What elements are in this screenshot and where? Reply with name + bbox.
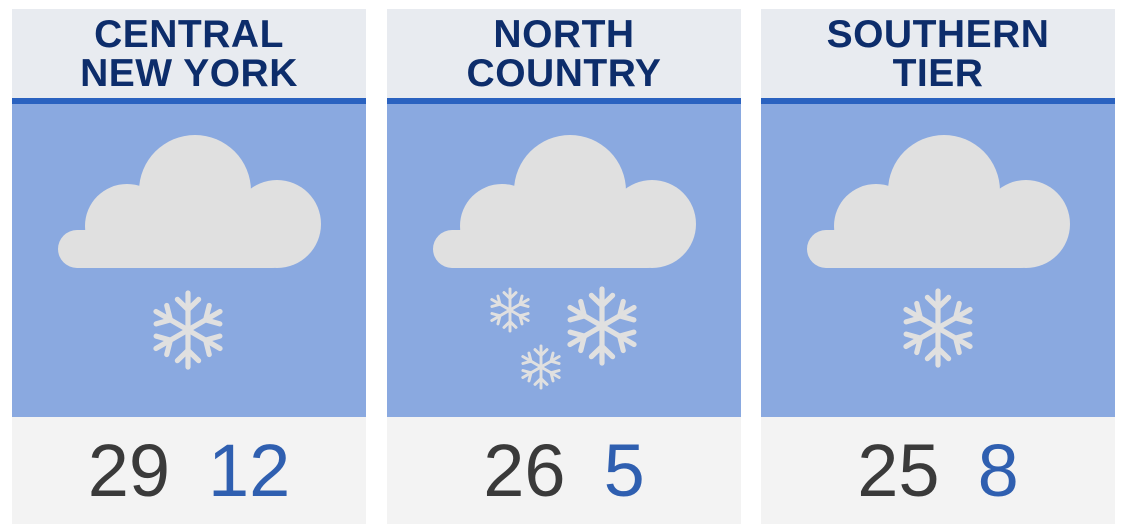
high-temp: 25: [857, 428, 940, 512]
region-title: CENTRAL NEW YORK: [80, 15, 298, 93]
region-title: NORTH COUNTRY: [467, 15, 662, 93]
region-header: CENTRAL NEW YORK: [12, 9, 366, 98]
title-line: TIER: [892, 51, 984, 95]
title-line: COUNTRY: [466, 51, 662, 95]
cloud-heavy-snow-icon: [387, 104, 741, 417]
region-title: SOUTHERN TIER: [827, 15, 1050, 93]
title-line: NEW YORK: [80, 51, 298, 95]
title-line: CENTRAL: [94, 12, 284, 56]
region-card-central-new-york: CENTRAL NEW YORK 29 12: [12, 9, 366, 524]
cloud-icon: [807, 135, 1070, 268]
snowflake-icon: [903, 288, 973, 368]
title-line: NORTH: [493, 12, 635, 56]
region-header: SOUTHERN TIER: [761, 9, 1115, 98]
snowflake-icon: [490, 287, 530, 333]
low-temp: 5: [603, 428, 645, 512]
temperatures: 26 5: [387, 417, 741, 524]
divider: [12, 98, 366, 104]
high-temp: 26: [483, 428, 566, 512]
snowflake-icon: [153, 290, 223, 370]
temperatures: 29 12: [12, 417, 366, 524]
region-card-north-country: NORTH COUNTRY 26 5: [387, 9, 741, 524]
cloud-icon: [433, 135, 696, 268]
temperatures: 25 8: [761, 417, 1115, 524]
cloud-snow-icon: [761, 104, 1115, 417]
title-line: SOUTHERN: [826, 12, 1050, 56]
snowflake-icon: [521, 344, 561, 390]
low-temp: 8: [977, 428, 1019, 512]
divider: [761, 98, 1115, 104]
region-card-southern-tier: SOUTHERN TIER 25 8: [761, 9, 1115, 524]
divider: [387, 98, 741, 104]
low-temp: 12: [208, 428, 291, 512]
high-temp: 29: [87, 428, 170, 512]
cloud-icon: [58, 135, 321, 268]
region-header: NORTH COUNTRY: [387, 9, 741, 98]
cloud-snow-icon: [12, 104, 366, 417]
snowflake-icon: [567, 286, 637, 366]
